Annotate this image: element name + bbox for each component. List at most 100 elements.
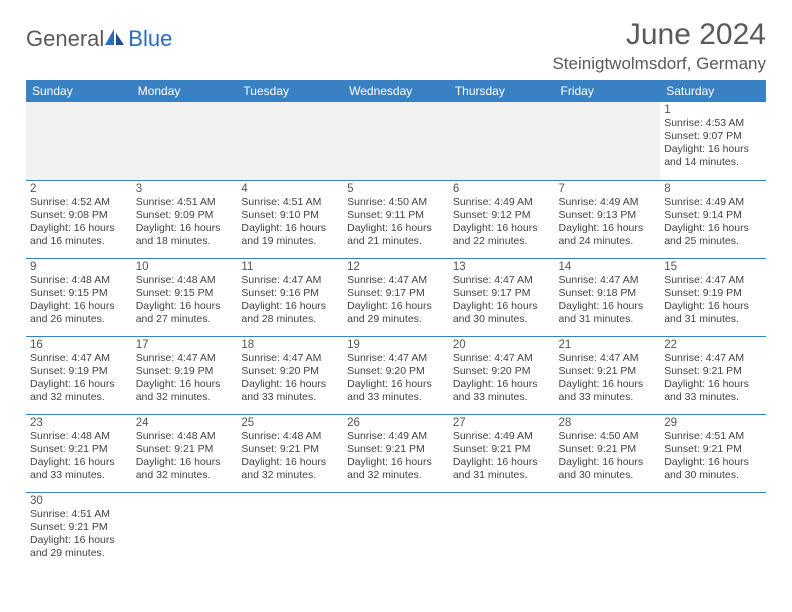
- daylight-line: Daylight: 16 hours and 32 minutes.: [30, 378, 128, 404]
- sunrise-line: Sunrise: 4:48 AM: [136, 430, 234, 443]
- calendar-cell: [237, 102, 343, 180]
- sunset-line: Sunset: 9:21 PM: [136, 443, 234, 456]
- sunset-line: Sunset: 9:12 PM: [453, 209, 551, 222]
- daylight-line: Daylight: 16 hours and 32 minutes.: [241, 456, 339, 482]
- calendar-cell: 20Sunrise: 4:47 AMSunset: 9:20 PMDayligh…: [449, 336, 555, 414]
- day-number: 3: [136, 183, 234, 195]
- calendar-cell: [343, 492, 449, 570]
- day-number: 4: [241, 183, 339, 195]
- sunrise-line: Sunrise: 4:48 AM: [30, 274, 128, 287]
- calendar-cell: 29Sunrise: 4:51 AMSunset: 9:21 PMDayligh…: [660, 414, 766, 492]
- sunrise-line: Sunrise: 4:47 AM: [664, 274, 762, 287]
- sunset-line: Sunset: 9:19 PM: [136, 365, 234, 378]
- sunrise-line: Sunrise: 4:47 AM: [453, 274, 551, 287]
- sunrise-line: Sunrise: 4:51 AM: [241, 196, 339, 209]
- daylight-line: Daylight: 16 hours and 29 minutes.: [347, 300, 445, 326]
- day-number: 13: [453, 261, 551, 273]
- sunrise-line: Sunrise: 4:47 AM: [559, 274, 657, 287]
- day-number: 10: [136, 261, 234, 273]
- sunset-line: Sunset: 9:20 PM: [453, 365, 551, 378]
- day-number: 6: [453, 183, 551, 195]
- daylight-line: Daylight: 16 hours and 32 minutes.: [136, 378, 234, 404]
- sunrise-line: Sunrise: 4:48 AM: [136, 274, 234, 287]
- calendar-cell: 25Sunrise: 4:48 AMSunset: 9:21 PMDayligh…: [237, 414, 343, 492]
- day-number: 1: [664, 104, 762, 116]
- sunrise-line: Sunrise: 4:47 AM: [136, 352, 234, 365]
- day-number: 29: [664, 417, 762, 429]
- day-number: 2: [30, 183, 128, 195]
- sunset-line: Sunset: 9:20 PM: [347, 365, 445, 378]
- sunset-line: Sunset: 9:21 PM: [559, 443, 657, 456]
- day-number: 28: [559, 417, 657, 429]
- weekday-header: Saturday: [660, 80, 766, 102]
- daylight-line: Daylight: 16 hours and 31 minutes.: [664, 300, 762, 326]
- sunrise-line: Sunrise: 4:47 AM: [241, 274, 339, 287]
- title-block: June 2024 Steinigtwolmsdorf, Germany: [552, 18, 766, 74]
- daylight-line: Daylight: 16 hours and 26 minutes.: [30, 300, 128, 326]
- daylight-line: Daylight: 16 hours and 28 minutes.: [241, 300, 339, 326]
- sunrise-line: Sunrise: 4:47 AM: [241, 352, 339, 365]
- sunset-line: Sunset: 9:17 PM: [453, 287, 551, 300]
- calendar-cell: 12Sunrise: 4:47 AMSunset: 9:17 PMDayligh…: [343, 258, 449, 336]
- day-number: 25: [241, 417, 339, 429]
- sunset-line: Sunset: 9:19 PM: [30, 365, 128, 378]
- daylight-line: Daylight: 16 hours and 33 minutes.: [664, 378, 762, 404]
- day-number: 22: [664, 339, 762, 351]
- daylight-line: Daylight: 16 hours and 27 minutes.: [136, 300, 234, 326]
- daylight-line: Daylight: 16 hours and 19 minutes.: [241, 222, 339, 248]
- calendar-cell: 26Sunrise: 4:49 AMSunset: 9:21 PMDayligh…: [343, 414, 449, 492]
- calendar-cell: 28Sunrise: 4:50 AMSunset: 9:21 PMDayligh…: [555, 414, 661, 492]
- day-number: 12: [347, 261, 445, 273]
- calendar-cell: 19Sunrise: 4:47 AMSunset: 9:20 PMDayligh…: [343, 336, 449, 414]
- calendar-cell: [660, 492, 766, 570]
- day-number: 17: [136, 339, 234, 351]
- calendar-cell: 27Sunrise: 4:49 AMSunset: 9:21 PMDayligh…: [449, 414, 555, 492]
- calendar-body: 1Sunrise: 4:53 AMSunset: 9:07 PMDaylight…: [26, 102, 766, 570]
- daylight-line: Daylight: 16 hours and 32 minutes.: [136, 456, 234, 482]
- calendar-cell: 18Sunrise: 4:47 AMSunset: 9:20 PMDayligh…: [237, 336, 343, 414]
- header: General Blue June 2024 Steinigtwolmsdorf…: [26, 18, 766, 74]
- daylight-line: Daylight: 16 hours and 32 minutes.: [347, 456, 445, 482]
- calendar-cell: 22Sunrise: 4:47 AMSunset: 9:21 PMDayligh…: [660, 336, 766, 414]
- month-title: June 2024: [552, 18, 766, 52]
- calendar-cell: 10Sunrise: 4:48 AMSunset: 9:15 PMDayligh…: [132, 258, 238, 336]
- calendar-cell: [26, 102, 132, 180]
- calendar-cell: 17Sunrise: 4:47 AMSunset: 9:19 PMDayligh…: [132, 336, 238, 414]
- sunset-line: Sunset: 9:15 PM: [136, 287, 234, 300]
- sunset-line: Sunset: 9:21 PM: [664, 365, 762, 378]
- calendar-cell: 1Sunrise: 4:53 AMSunset: 9:07 PMDaylight…: [660, 102, 766, 180]
- sunrise-line: Sunrise: 4:51 AM: [136, 196, 234, 209]
- sunrise-line: Sunrise: 4:51 AM: [664, 430, 762, 443]
- day-number: 19: [347, 339, 445, 351]
- daylight-line: Daylight: 16 hours and 31 minutes.: [559, 300, 657, 326]
- sunrise-line: Sunrise: 4:48 AM: [30, 430, 128, 443]
- sunset-line: Sunset: 9:19 PM: [664, 287, 762, 300]
- calendar-cell: 5Sunrise: 4:50 AMSunset: 9:11 PMDaylight…: [343, 180, 449, 258]
- calendar-cell: [449, 102, 555, 180]
- calendar-cell: 7Sunrise: 4:49 AMSunset: 9:13 PMDaylight…: [555, 180, 661, 258]
- sunrise-line: Sunrise: 4:50 AM: [559, 430, 657, 443]
- calendar-header-row: SundayMondayTuesdayWednesdayThursdayFrid…: [26, 80, 766, 102]
- sunrise-line: Sunrise: 4:49 AM: [347, 430, 445, 443]
- brand-name-1: General: [26, 26, 104, 52]
- daylight-line: Daylight: 16 hours and 33 minutes.: [347, 378, 445, 404]
- weekday-header: Monday: [132, 80, 238, 102]
- calendar-cell: 30Sunrise: 4:51 AMSunset: 9:21 PMDayligh…: [26, 492, 132, 570]
- sunset-line: Sunset: 9:21 PM: [664, 443, 762, 456]
- sunrise-line: Sunrise: 4:47 AM: [559, 352, 657, 365]
- day-number: 26: [347, 417, 445, 429]
- sunset-line: Sunset: 9:08 PM: [30, 209, 128, 222]
- weekday-header: Friday: [555, 80, 661, 102]
- sunrise-line: Sunrise: 4:52 AM: [30, 196, 128, 209]
- day-number: 27: [453, 417, 551, 429]
- daylight-line: Daylight: 16 hours and 21 minutes.: [347, 222, 445, 248]
- calendar-cell: 6Sunrise: 4:49 AMSunset: 9:12 PMDaylight…: [449, 180, 555, 258]
- sunset-line: Sunset: 9:11 PM: [347, 209, 445, 222]
- daylight-line: Daylight: 16 hours and 30 minutes.: [453, 300, 551, 326]
- calendar-cell: [555, 102, 661, 180]
- daylight-line: Daylight: 16 hours and 31 minutes.: [453, 456, 551, 482]
- sunset-line: Sunset: 9:21 PM: [30, 521, 128, 534]
- sunset-line: Sunset: 9:21 PM: [241, 443, 339, 456]
- sail-icon: [104, 27, 126, 47]
- sunrise-line: Sunrise: 4:47 AM: [30, 352, 128, 365]
